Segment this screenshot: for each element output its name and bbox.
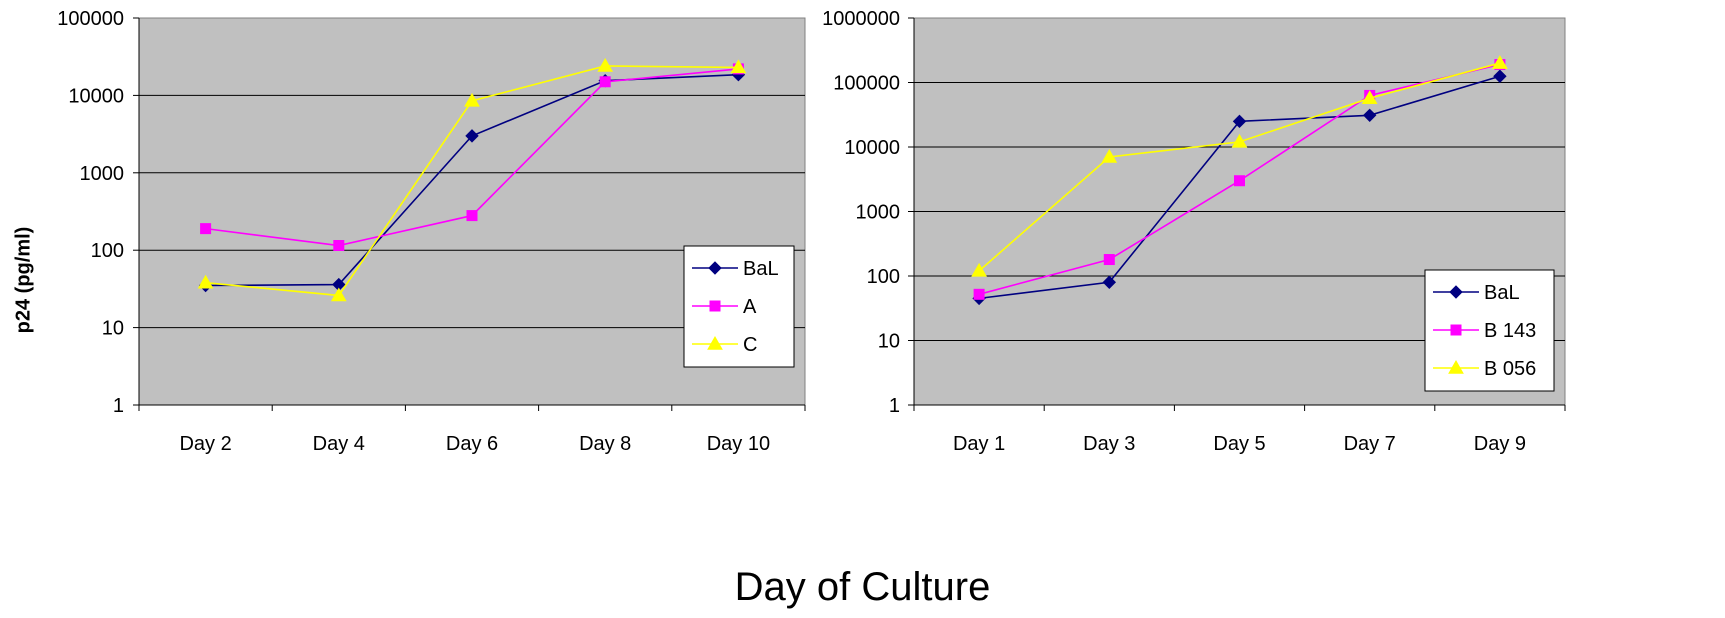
x-tick-label: Day 10: [707, 433, 770, 455]
data-point: [973, 288, 985, 300]
legend: BaL B 143 B 056: [1424, 269, 1555, 392]
x-tick-label: Day 9: [1474, 433, 1526, 455]
charts-svg: 1 10 100 1000 10000 100000 Day 2 Day 4 Day 6 Day …: [57, 8, 1566, 455]
y-tick-label: 10000: [844, 137, 900, 159]
data-point: [1234, 175, 1245, 187]
chart-1: 1 10 100 1000 10000 100000 Day 2 Day 4 Day 6 Day …: [57, 8, 806, 455]
y-tick-label: 1000: [856, 202, 901, 224]
data-point: [333, 240, 345, 252]
legend-label: C: [743, 334, 757, 356]
chart-2: 1 10 100 1000 10000 100000 1000000 Day 1 Day 3 Da…: [822, 8, 1566, 455]
x-tick-label: Day 8: [579, 433, 631, 455]
y-tick-label: 100000: [57, 8, 124, 30]
data-point: [1231, 133, 1248, 148]
data-point: [466, 210, 478, 222]
y-tick-label: 1: [113, 395, 124, 417]
data-point: [1232, 114, 1247, 129]
y-tick-label: 100000: [833, 73, 900, 95]
x-tick-label: Day 5: [1213, 433, 1265, 455]
data-point: [1492, 55, 1508, 69]
data-point: [971, 262, 987, 277]
y-tick-label: 100: [91, 240, 124, 262]
data-point: [597, 57, 614, 72]
x-tick-label: Day 1: [953, 433, 1005, 455]
x-tick-label: Day 2: [179, 433, 231, 455]
legend-label: B 056: [1484, 358, 1536, 380]
data-point: [200, 223, 212, 235]
y-tick-label: 10: [878, 331, 900, 353]
data-point: [1361, 90, 1378, 104]
data-point: [1101, 148, 1118, 163]
data-point: [464, 92, 480, 107]
data-point: [730, 59, 747, 74]
data-point: [1103, 254, 1115, 266]
y-tick-label: 100: [867, 266, 900, 288]
legend-label: BaL: [743, 258, 779, 280]
legend-label: B 143: [1484, 320, 1536, 342]
legend-marker: [709, 300, 721, 312]
legend-marker: [1449, 285, 1463, 299]
y-tick-label: 1: [889, 395, 900, 417]
data-point: [1362, 108, 1377, 123]
x-axis-label: Day of Culture: [734, 565, 991, 609]
y-tick-label: 1000: [80, 163, 125, 185]
x-tick-label: Day 6: [446, 433, 498, 455]
y-tick-label: 10: [102, 318, 124, 340]
y-tick-label: 10000: [68, 85, 124, 107]
legend-label: A: [743, 296, 757, 318]
x-tick-label: Day 4: [313, 433, 365, 455]
legend-marker: [708, 261, 722, 275]
legend-marker: [1448, 359, 1464, 374]
x-tick-label: Day 3: [1083, 433, 1135, 455]
legend-marker: [707, 335, 723, 350]
legend-label: BaL: [1484, 282, 1520, 304]
legend-marker: [1450, 324, 1462, 336]
data-point: [1102, 275, 1117, 289]
x-tick-label: Day 7: [1344, 433, 1396, 455]
y-tick-label: 1000000: [822, 8, 900, 30]
data-point: [1493, 69, 1507, 83]
data-point: [465, 129, 479, 143]
data-point: [197, 274, 214, 289]
legend: BaL AC: [683, 245, 795, 368]
data-point: [599, 76, 611, 88]
data-point: [330, 287, 347, 302]
